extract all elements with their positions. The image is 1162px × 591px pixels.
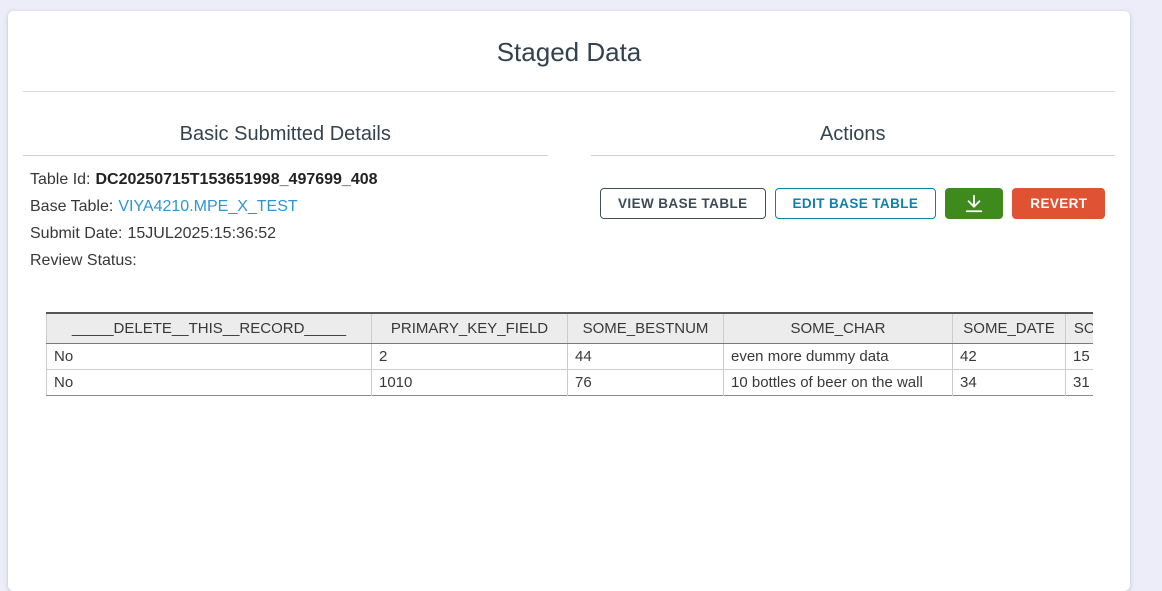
table-cell: 15	[1065, 343, 1093, 370]
table-cell: 34	[952, 369, 1066, 396]
table-cell: even more dummy data	[723, 343, 953, 370]
details-list: Table Id: DC20250715T153651998_497699_408…	[23, 156, 548, 274]
title-divider	[23, 91, 1115, 92]
column-header: SOME_CHAR	[723, 313, 953, 344]
revert-button[interactable]: REVERT	[1012, 188, 1106, 219]
table-row: No 1010 76 10 bottles of beer on the wall 34…	[46, 369, 1093, 396]
table-cell: No	[46, 343, 372, 370]
table-row: No 2 44 even more dummy data 42 15	[46, 343, 1093, 370]
table-cell: 44	[567, 343, 724, 370]
staged-table-container[interactable]: _____DELETE__THIS__RECORD_____ PRIMARY_KE…	[46, 312, 1093, 396]
field-table-id-value: DC20250715T153651998_497699_408	[95, 171, 378, 188]
staged-table: _____DELETE__THIS__RECORD_____ PRIMARY_KE…	[46, 312, 1093, 396]
field-review-status-label: Review Status:	[30, 252, 137, 269]
content-columns: Basic Submitted Details Table Id: DC20250…	[23, 123, 1115, 274]
column-header: SOME_DATE	[952, 313, 1066, 344]
download-button[interactable]	[945, 188, 1004, 219]
table-cell: No	[46, 369, 372, 396]
edit-base-table-button[interactable]: EDIT BASE TABLE	[774, 188, 937, 219]
column-header: _____DELETE__THIS__RECORD_____	[46, 313, 372, 344]
column-header: PRIMARY_KEY_FIELD	[371, 313, 568, 344]
column-header: SOME_BESTNUM	[567, 313, 724, 344]
field-table-id: Table Id: DC20250715T153651998_497699_408	[30, 166, 548, 193]
download-icon	[966, 194, 983, 212]
base-table-link[interactable]: VIYA4210.MPE_X_TEST	[118, 198, 298, 215]
staged-table-body: No 2 44 even more dummy data 42 15 No 1010 76 10 …	[46, 343, 1093, 396]
field-submit-date-label: Submit Date:	[30, 225, 123, 242]
table-cell: 42	[952, 343, 1066, 370]
table-cell: 2	[371, 343, 568, 370]
page-title: Staged Data	[496, 37, 642, 67]
column-header: SOME_DATETIME	[1065, 313, 1093, 344]
field-base-table: Base Table: VIYA4210.MPE_X_TEST	[30, 193, 548, 220]
actions-heading: Actions	[590, 123, 1115, 156]
field-base-table-label: Base Table:	[30, 198, 114, 215]
field-submit-date-value: 15JUL2025:15:36:52	[127, 225, 277, 242]
actions-button-row: VIEW BASE TABLE EDIT BASE TABLE REVERT	[591, 188, 1116, 219]
actions-section: Actions VIEW BASE TABLE EDIT BASE TABLE …	[590, 123, 1116, 274]
table-cell: 10 bottles of beer on the wall	[723, 369, 953, 396]
table-cell: 31	[1065, 369, 1093, 396]
field-submit-date: Submit Date: 15JUL2025:15:36:52	[30, 220, 548, 247]
details-heading: Basic Submitted Details	[23, 123, 548, 156]
field-table-id-label: Table Id:	[30, 171, 91, 188]
staged-table-header-row: _____DELETE__THIS__RECORD_____ PRIMARY_KE…	[46, 313, 1093, 344]
field-review-status: Review Status:	[30, 247, 548, 274]
details-section: Basic Submitted Details Table Id: DC20250…	[23, 123, 548, 274]
staged-data-card: Staged Data Basic Submitted Details Tabl…	[8, 11, 1130, 591]
table-cell: 1010	[371, 369, 568, 396]
view-base-table-button[interactable]: VIEW BASE TABLE	[600, 188, 766, 219]
table-cell: 76	[567, 369, 724, 396]
